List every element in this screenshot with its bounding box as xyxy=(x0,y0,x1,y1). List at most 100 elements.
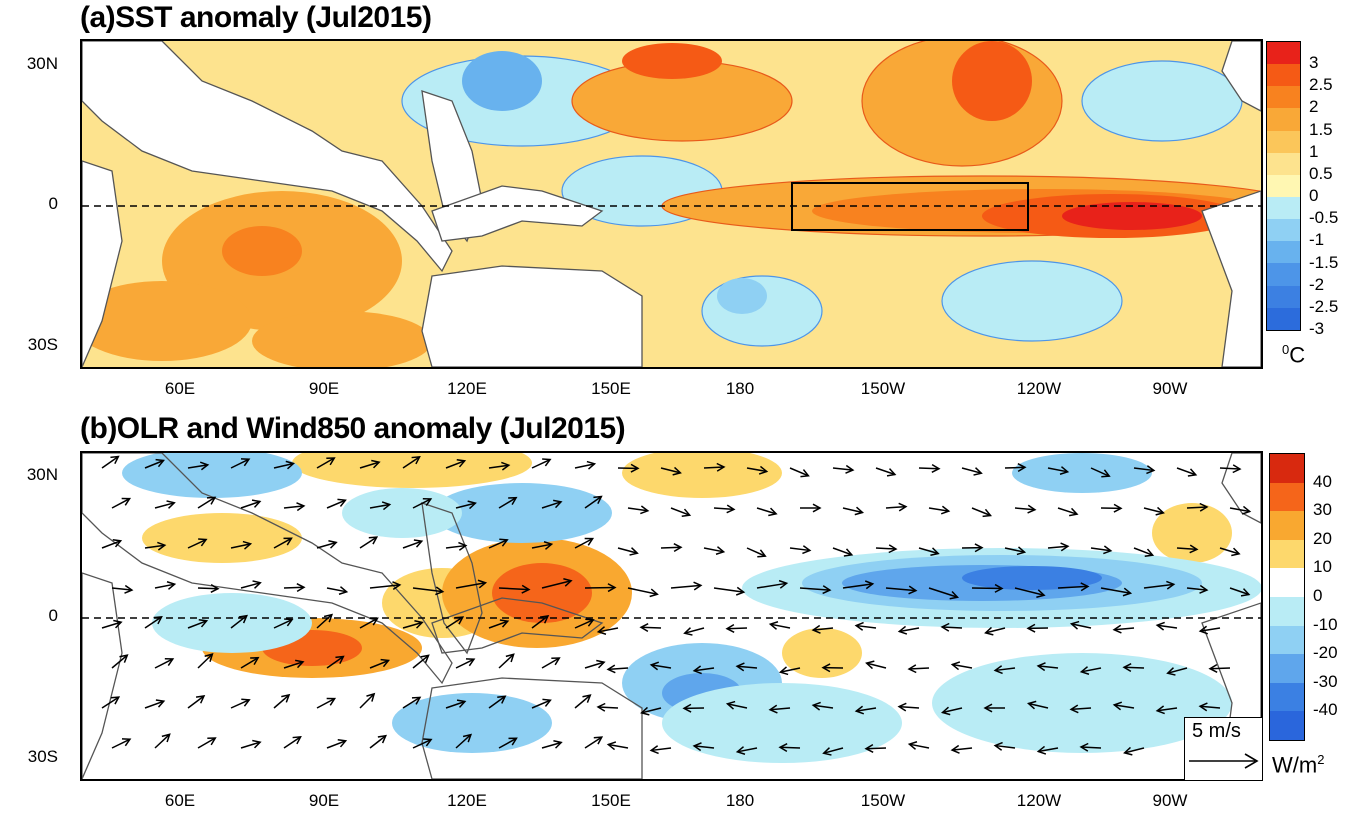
wind-vector-arrow xyxy=(574,460,597,470)
wind-vector-arrow xyxy=(402,696,422,709)
olr-anomaly-patch xyxy=(292,453,532,488)
wind-vector-arrow xyxy=(800,503,822,513)
lon-label: 150E xyxy=(591,379,631,398)
wind-vector-arrow xyxy=(778,666,801,676)
colorbar-swatch xyxy=(1267,263,1300,286)
wind-vector-arrow xyxy=(326,739,348,749)
wind-vector-arrow xyxy=(412,654,430,669)
wind-vector-arrow xyxy=(359,692,376,709)
asia-coast-land xyxy=(82,453,453,685)
wind-vector-arrow xyxy=(1079,742,1102,752)
wind-vector-arrow xyxy=(273,537,293,549)
lon-label: 120W xyxy=(1016,379,1062,398)
wind-vector-arrow xyxy=(273,460,296,470)
wind-vector-arrow xyxy=(1069,620,1092,630)
wind-vector-arrow xyxy=(187,538,208,549)
wind-vector-arrow xyxy=(455,500,477,510)
lat-label-30s: 30S xyxy=(27,335,58,354)
wind-vector-arrow xyxy=(627,505,650,515)
wind-vector-arrow xyxy=(101,696,121,709)
landmass-group xyxy=(82,41,1261,367)
wind-vector-arrow xyxy=(660,466,682,476)
wind-vector-arrow xyxy=(811,624,834,634)
wind-vector-arrow xyxy=(832,547,854,557)
reference-vector-label: 5 m/s xyxy=(1192,720,1241,742)
olr-anomaly-patch xyxy=(432,483,612,543)
wind-vector-arrow xyxy=(1176,544,1199,554)
wind-vector-arrow xyxy=(101,455,120,469)
colorbar-label: 1 xyxy=(1309,141,1319,161)
wind-vector-arrow xyxy=(316,457,336,469)
wind-vector-arrow xyxy=(230,698,251,709)
wind-vector-arrow xyxy=(326,655,345,669)
wind-vector-arrow xyxy=(144,699,166,709)
wind-vector-arrow xyxy=(154,581,177,590)
wind-vector-arrow xyxy=(574,694,592,709)
colorbar-swatch xyxy=(1267,152,1300,175)
wind-vector-arrow xyxy=(768,704,791,714)
sst-anomaly-patch xyxy=(941,260,1123,342)
sst-anomaly-patch xyxy=(952,41,1032,121)
wind-vector-arrow xyxy=(187,695,206,709)
wind-vector-arrow xyxy=(842,506,865,516)
wind-vector-arrow xyxy=(187,461,210,471)
wind-vector-arrow xyxy=(842,580,875,590)
olr-anomaly-patch xyxy=(142,513,302,563)
colorbar-swatch xyxy=(1267,219,1300,242)
lon-label: 60E xyxy=(164,791,196,810)
olr-anomaly-patch xyxy=(1152,503,1232,563)
sst-anomaly-patch xyxy=(1081,60,1243,142)
wind-vector-arrow xyxy=(273,618,294,629)
wind-vector-arrow xyxy=(1090,467,1111,478)
wind-vector-arrow xyxy=(488,695,507,709)
olr-anomaly-patch xyxy=(782,628,862,678)
wind-vector-arrow xyxy=(756,507,778,517)
wind-vector-arrow xyxy=(897,702,920,712)
wind-vector-arrow xyxy=(488,538,509,549)
wind-vector-arrow xyxy=(197,653,214,669)
wind-vector-arrow xyxy=(821,663,844,673)
sst-anomaly-map xyxy=(80,39,1263,369)
wind-vector-arrow xyxy=(875,544,898,554)
lon-label: 180 xyxy=(725,379,755,398)
north-america-land xyxy=(1221,41,1261,112)
wind-vector-arrow xyxy=(283,583,306,593)
wind-vector-arrow xyxy=(1229,587,1251,597)
wind-vector-arrow xyxy=(187,619,209,629)
wind-vector-arrow xyxy=(725,700,748,710)
lon-label: 150W xyxy=(860,791,906,810)
wind-vector-arrow xyxy=(1047,466,1070,475)
wind-vector-arrow xyxy=(574,537,595,549)
wind-vector-arrow xyxy=(789,467,810,478)
wind-vector-arrow xyxy=(1198,702,1221,712)
colorbar-label: 3 xyxy=(1309,53,1319,73)
wind-vector-arrow xyxy=(144,541,167,551)
wind-vector-arrow xyxy=(1186,584,1209,594)
wind-vector-arrow xyxy=(111,584,134,594)
lon-label: 180 xyxy=(725,791,755,810)
wind-vector-arrow xyxy=(683,627,705,636)
sst-unit: 0C xyxy=(1282,342,1306,368)
wind-vector-arrow xyxy=(197,583,220,593)
wind-vector-arrow xyxy=(240,580,262,589)
colorbar-swatch xyxy=(1267,174,1300,197)
wind-vector-arrow xyxy=(1166,667,1188,676)
wind-vector-arrow xyxy=(606,664,629,674)
olr-anomaly-patch xyxy=(932,653,1232,753)
wind-vector-arrow xyxy=(273,693,291,709)
wind-vector-arrow xyxy=(1100,587,1133,597)
lon-label: 90E xyxy=(308,791,340,810)
olr-colorbar xyxy=(1269,453,1305,741)
wind-vector-arrow xyxy=(531,541,554,550)
colorbar-swatch xyxy=(1270,682,1304,712)
wind-vector-arrow xyxy=(682,703,705,713)
wind-vector-arrow xyxy=(101,539,123,549)
wind-vector-arrow xyxy=(1219,464,1242,474)
wind-vector-arrow xyxy=(768,621,791,630)
lon-label: 90E xyxy=(308,379,340,398)
wind-vector-arrow xyxy=(1047,542,1070,552)
africa-land xyxy=(82,572,123,779)
wind-vector-arrow xyxy=(230,458,251,469)
wind-vector-arrow xyxy=(584,495,603,509)
wind-vector-arrow xyxy=(649,745,672,755)
